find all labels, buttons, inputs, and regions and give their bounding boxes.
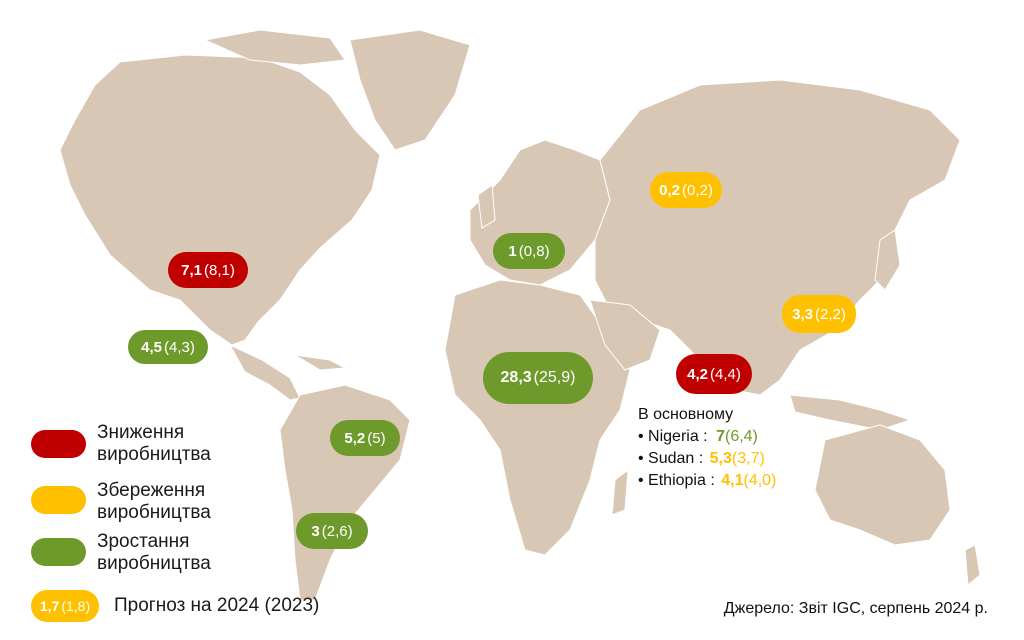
marker-usa: 7,1 (8,1) [168,252,248,288]
country-value: 4,1 [721,472,744,489]
marker-argentina: 3 (2,6) [296,513,368,549]
new-zealand [964,544,981,586]
greenland [349,29,471,151]
marker-value: 0,2 [659,181,680,199]
marker-prev: (8,1) [204,261,235,279]
legend-swatch-decrease [31,430,86,458]
legend-label-stable: Збереження виробництва [97,480,211,524]
australia [814,424,951,546]
legend-sample-marker: 1,7 (1,8) [31,590,99,622]
country-value: 5,3 [709,450,732,467]
africa-note-item: • Nigeria : 7(6,4) [638,426,776,448]
marker-europe: 1 (0,8) [493,233,565,269]
marker-africa: 28,3 (25,9) [483,352,593,404]
country-label: • Ethiopia : [638,472,715,489]
marker-prev: (2,2) [815,305,846,323]
marker-prev: (25,9) [533,369,576,386]
marker-prev: (2,6) [321,522,353,540]
legend-label-decrease: Зниження виробництва [97,422,211,466]
africa-note: В основному • Nigeria : 7(6,4) • Sudan :… [638,404,776,492]
africa-note-title: В основному [638,406,734,423]
country-prev: (6,4) [724,428,758,445]
legend-label-growth: Зростання виробництва [97,531,211,575]
marker-prev: (5) [367,429,386,447]
marker-russia: 0,2 (0,2) [650,172,722,208]
legend-line: Зниження [97,422,185,443]
country-prev: (3,7) [731,450,765,467]
legend-forecast-label: Прогноз на 2024 (2023) [114,595,320,616]
legend-line: Збереження [97,480,206,501]
marker-india: 4,2 (4,4) [676,354,752,394]
marker-value: 7,1 [181,261,202,279]
country-label: • Nigeria : [638,428,708,445]
marker-value: 4,5 [141,338,162,356]
marker-prev: (0,8) [518,242,550,260]
marker-prev: (4,3) [164,338,195,356]
arctic-islands [203,29,346,66]
arabia [589,299,661,371]
marker-value: 3 [311,522,320,540]
source-note: Джерело: Звіт IGC, серпень 2024 р. [723,600,988,617]
south-america [279,384,411,601]
legend-line: виробництва [97,444,211,465]
marker-value: 28,3 [500,369,532,386]
marker-prev: (4,4) [710,365,741,383]
marker-value: 3,3 [792,305,813,323]
marker-value: 1 [508,242,517,260]
legend-line: виробництва [97,502,211,523]
africa [444,279,631,556]
japan [874,229,901,291]
se-asia-islands [789,394,912,431]
marker-mexico: 4,5 (4,3) [128,330,208,364]
africa-note-item: • Sudan : 5,3(3,7) [638,448,776,470]
legend-line: виробництва [97,553,211,574]
legend-swatch-stable [31,486,86,514]
legend-swatch-growth [31,538,86,566]
country-prev: (4,0) [743,472,777,489]
marker-value: 5,2 [344,429,366,447]
marker-china: 3,3 (2,2) [782,295,856,333]
marker-value: 4,2 [687,365,708,383]
madagascar [611,468,629,516]
africa-note-item: • Ethiopia : 4,1(4,0) [638,470,776,492]
marker-brazil: 5,2 (5) [330,420,400,456]
country-label: • Sudan : [638,450,704,467]
north-america [59,54,381,346]
legend-sample-value: 1,7 [39,598,60,614]
legend-line: Зростання [97,531,190,552]
country-value: 7 [716,428,725,445]
british-isles [477,184,496,229]
marker-prev: (0,2) [682,181,713,199]
caribbean [294,354,347,371]
central-america [228,343,301,401]
legend-sample-prev: (1,8) [61,598,91,614]
